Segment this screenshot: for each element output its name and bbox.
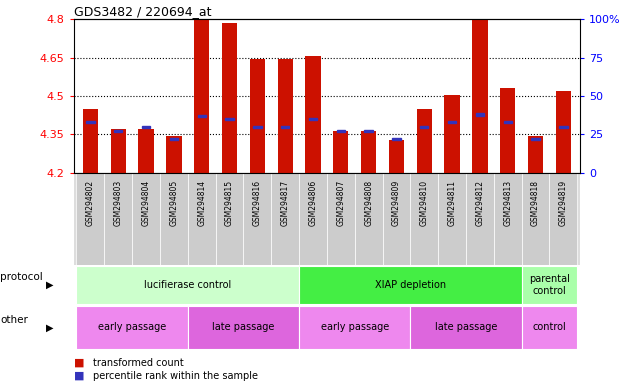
Text: GSM294802: GSM294802 (86, 180, 95, 226)
Bar (299, 173, 327, 265)
Bar (138, 129, 154, 173)
Bar (333, 131, 349, 173)
Bar (278, 59, 293, 173)
Bar (556, 91, 571, 173)
Bar (504, 121, 512, 123)
Bar (111, 129, 126, 173)
Bar (226, 118, 234, 120)
Bar (500, 88, 515, 173)
Bar (170, 138, 178, 140)
Bar (132, 173, 160, 265)
Bar (410, 173, 438, 265)
Bar (522, 173, 549, 265)
Bar (87, 121, 95, 123)
Bar (299, 266, 522, 305)
Bar (472, 20, 488, 173)
Text: ▶: ▶ (46, 280, 54, 290)
Bar (76, 173, 104, 265)
Text: GSM294812: GSM294812 (476, 180, 485, 226)
Bar (522, 266, 578, 305)
Bar (271, 173, 299, 265)
Bar (389, 139, 404, 173)
Bar (549, 173, 578, 265)
Text: GSM294808: GSM294808 (364, 180, 373, 226)
Bar (410, 306, 522, 349)
Text: protocol: protocol (0, 272, 43, 283)
Text: GSM294810: GSM294810 (420, 180, 429, 226)
Text: GSM294817: GSM294817 (281, 180, 290, 226)
Text: other: other (0, 314, 28, 325)
Bar (76, 266, 299, 305)
Bar (417, 109, 432, 173)
Bar (361, 131, 376, 173)
Text: GSM294806: GSM294806 (308, 180, 317, 227)
Bar (444, 95, 460, 173)
Text: percentile rank within the sample: percentile rank within the sample (93, 371, 258, 381)
Text: late passage: late passage (435, 322, 497, 333)
Bar (244, 173, 271, 265)
Bar (197, 115, 206, 117)
Text: GSM294809: GSM294809 (392, 180, 401, 227)
Text: GSM294807: GSM294807 (337, 180, 345, 227)
Bar (383, 173, 410, 265)
Bar (354, 173, 383, 265)
Text: ■: ■ (74, 358, 84, 368)
Bar (337, 130, 345, 132)
Bar (250, 59, 265, 173)
Text: ■: ■ (74, 371, 84, 381)
Bar (305, 56, 320, 173)
Bar (215, 173, 244, 265)
Bar (299, 306, 410, 349)
Text: parental
control: parental control (529, 274, 570, 296)
Bar (76, 306, 188, 349)
Text: GSM294811: GSM294811 (447, 180, 456, 226)
Bar (166, 136, 181, 173)
Text: GSM294815: GSM294815 (225, 180, 234, 226)
Text: XIAP depletion: XIAP depletion (375, 280, 446, 290)
Text: GSM294804: GSM294804 (142, 180, 151, 227)
Bar (253, 126, 262, 128)
Bar (309, 118, 317, 120)
Bar (114, 130, 122, 132)
Bar (528, 136, 543, 173)
Bar (142, 126, 150, 128)
Text: late passage: late passage (212, 322, 274, 333)
Text: GSM294805: GSM294805 (169, 180, 178, 227)
Text: lucifierase control: lucifierase control (144, 280, 231, 290)
Bar (188, 173, 215, 265)
Bar (281, 126, 289, 128)
Text: GSM294818: GSM294818 (531, 180, 540, 226)
Bar (83, 109, 98, 173)
Bar (222, 23, 237, 173)
Bar (194, 20, 210, 173)
Bar (420, 126, 428, 128)
Text: early passage: early passage (320, 322, 389, 333)
Bar (494, 173, 522, 265)
Bar (392, 138, 401, 140)
Bar (438, 173, 466, 265)
Text: GSM294813: GSM294813 (503, 180, 512, 226)
Bar (188, 306, 299, 349)
Text: early passage: early passage (98, 322, 166, 333)
Bar (531, 138, 540, 140)
Text: GSM294819: GSM294819 (559, 180, 568, 226)
Text: GDS3482 / 220694_at: GDS3482 / 220694_at (74, 5, 212, 18)
Text: GSM294803: GSM294803 (113, 180, 122, 227)
Text: GSM294814: GSM294814 (197, 180, 206, 226)
Bar (160, 173, 188, 265)
Bar (327, 173, 354, 265)
Bar (559, 126, 567, 128)
Bar (466, 173, 494, 265)
Text: GSM294816: GSM294816 (253, 180, 262, 226)
Bar (365, 130, 373, 132)
Bar (104, 173, 132, 265)
Bar (448, 121, 456, 123)
Text: transformed count: transformed count (93, 358, 184, 368)
Bar (522, 306, 578, 349)
Bar (476, 113, 484, 116)
Text: ▶: ▶ (46, 322, 54, 333)
Text: control: control (533, 322, 567, 333)
